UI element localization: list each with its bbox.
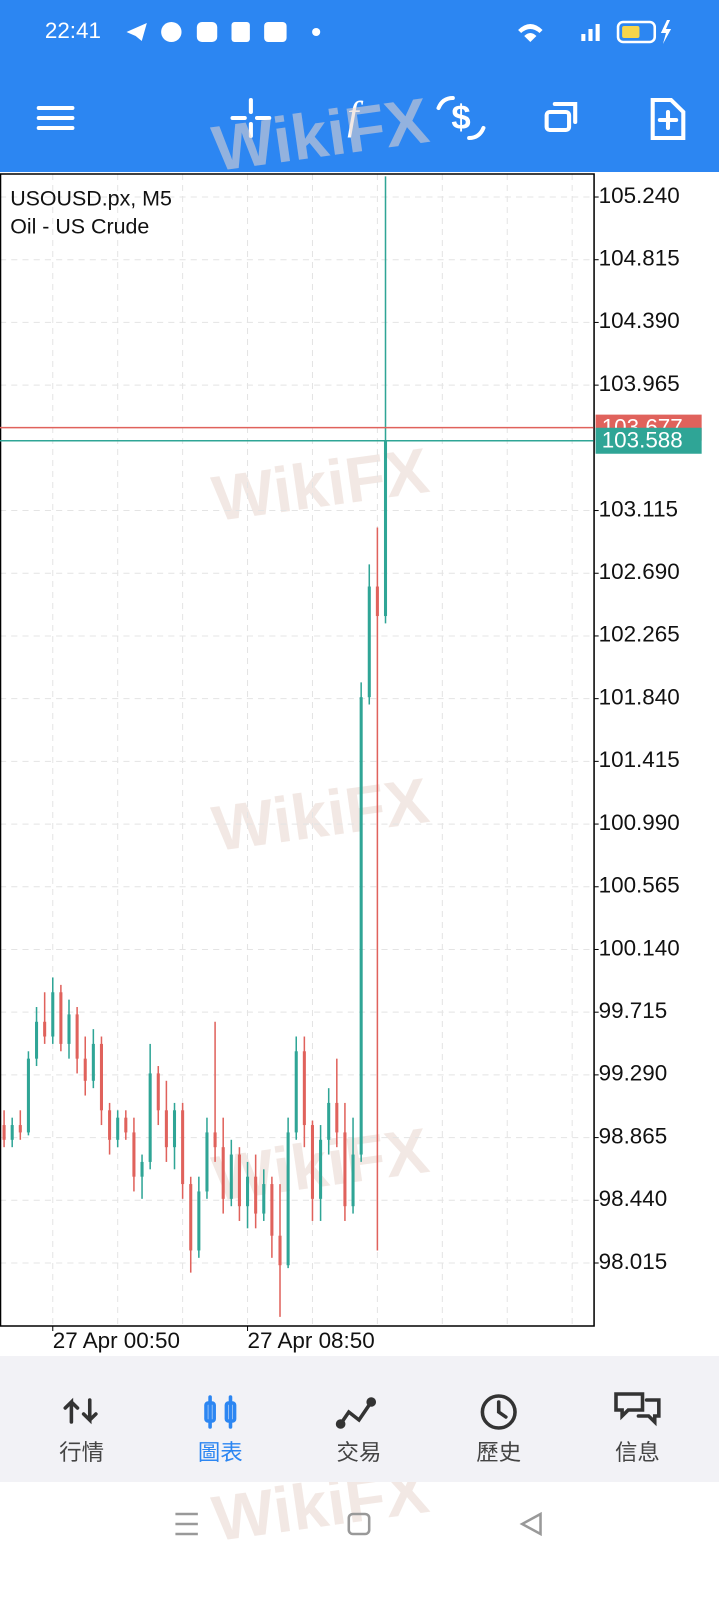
chart-subtitle: Oil - US Crude: [10, 216, 149, 239]
candle-body: [35, 1021, 39, 1059]
home-button[interactable]: [347, 1512, 371, 1536]
candle-body: [197, 1191, 201, 1251]
candle-body: [43, 1021, 47, 1037]
candle-body: [181, 1110, 185, 1185]
new-chart-button[interactable]: [650, 98, 686, 140]
y-tick-label: 105.240: [599, 183, 680, 208]
trade-button[interactable]: $: [436, 96, 486, 140]
candle-body: [148, 1073, 152, 1162]
candle-body: [67, 1014, 71, 1044]
y-tick-label: 98.440: [599, 1186, 668, 1211]
back-button[interactable]: [519, 1511, 542, 1537]
candle-body: [319, 1139, 323, 1199]
watermark: WikiFX: [208, 764, 433, 865]
candle-body: [335, 1102, 339, 1133]
nav-icons: [63, 1392, 661, 1430]
y-tick-label: 99.715: [599, 998, 668, 1023]
y-tick-label: 101.415: [599, 747, 680, 772]
x-tick-label: 27 Apr 00:50: [53, 1328, 180, 1353]
y-tick-label: 98.865: [599, 1124, 668, 1149]
candle-body: [189, 1184, 193, 1251]
y-tick-label: 100.140: [599, 935, 680, 960]
candle-body: [359, 697, 363, 1155]
status-time: 22:41: [45, 18, 101, 43]
candle-body: [262, 1184, 266, 1214]
candle-body: [83, 1058, 87, 1081]
price-label: 103.588: [602, 428, 683, 453]
chart-title: USOUSD.px, M5: [10, 188, 172, 211]
nav-label[interactable]: 行情: [59, 1440, 104, 1465]
candle-body: [18, 1125, 22, 1133]
crosshair-button[interactable]: [230, 98, 272, 138]
system-nav: [175, 1511, 542, 1537]
candle-body: [229, 1154, 233, 1199]
nav-label[interactable]: 圖表: [198, 1440, 243, 1465]
chart: WikiFXWikiFXWikiFXWikiFXWikiFX105.240104…: [0, 84, 702, 1555]
candle-body: [108, 1110, 112, 1140]
x-tick-label: 27 Apr 08:50: [248, 1328, 375, 1353]
y-tick-label: 100.990: [599, 810, 680, 835]
candle-body: [91, 1043, 95, 1081]
candle-body: [383, 440, 388, 617]
status-icons: [126, 20, 672, 44]
candle-body: [367, 586, 371, 698]
candle-body: [99, 1043, 103, 1111]
y-tick-label: 103.115: [599, 497, 678, 522]
y-tick-label: 101.840: [599, 685, 680, 710]
menu-button[interactable]: [36, 106, 75, 130]
candle-body: [156, 1073, 160, 1111]
price-label-bg: [595, 427, 702, 454]
y-tick-label: 102.265: [599, 622, 680, 647]
windows-button[interactable]: [544, 102, 578, 132]
y-tick-label: 103.965: [599, 371, 680, 396]
candle-body: [351, 1154, 355, 1207]
watermark: WikiFX: [208, 434, 433, 535]
svg-text:$: $: [451, 99, 470, 137]
candle-body: [124, 1117, 128, 1133]
candle-body: [10, 1125, 14, 1140]
candle-body: [270, 1184, 274, 1236]
y-tick-label: 99.290: [599, 1061, 668, 1086]
candle-body: [375, 586, 379, 617]
candle-body: [26, 1058, 30, 1133]
candle-body: [172, 1110, 177, 1148]
y-tick-label: 102.690: [599, 559, 680, 584]
candle-body: [278, 1235, 282, 1266]
candle-body: [140, 1161, 144, 1177]
candle-body: [221, 1147, 225, 1199]
candle-body: [164, 1110, 168, 1148]
candle-body: [327, 1102, 331, 1140]
y-tick-label: 104.390: [599, 308, 680, 333]
nav-label[interactable]: 歷史: [476, 1440, 521, 1465]
plot-frame: [0, 173, 595, 1327]
candle-body: [246, 1176, 250, 1207]
candle-body: [294, 1051, 298, 1133]
nav-label[interactable]: 信息: [615, 1440, 660, 1465]
candle-body: [302, 1051, 306, 1126]
nav-label[interactable]: 交易: [337, 1440, 382, 1465]
recent-apps-button[interactable]: [175, 1512, 198, 1536]
candle-body: [310, 1125, 314, 1199]
candle-body: [286, 1132, 290, 1266]
y-tick-label: 100.565: [599, 873, 680, 898]
candle-body: [205, 1132, 209, 1192]
candle-body: [213, 1132, 217, 1148]
y-tick-label: 98.015: [599, 1249, 668, 1274]
candle-body: [343, 1132, 347, 1207]
candle-body: [132, 1132, 136, 1177]
candle-body: [51, 992, 55, 1037]
candle-body: [75, 1014, 79, 1059]
candle-body: [2, 1125, 6, 1140]
candle-body: [116, 1117, 120, 1140]
candle-body: [59, 992, 63, 1044]
y-tick-label: 104.815: [599, 246, 680, 271]
candle-body: [237, 1154, 241, 1207]
candle-body: [254, 1176, 258, 1214]
